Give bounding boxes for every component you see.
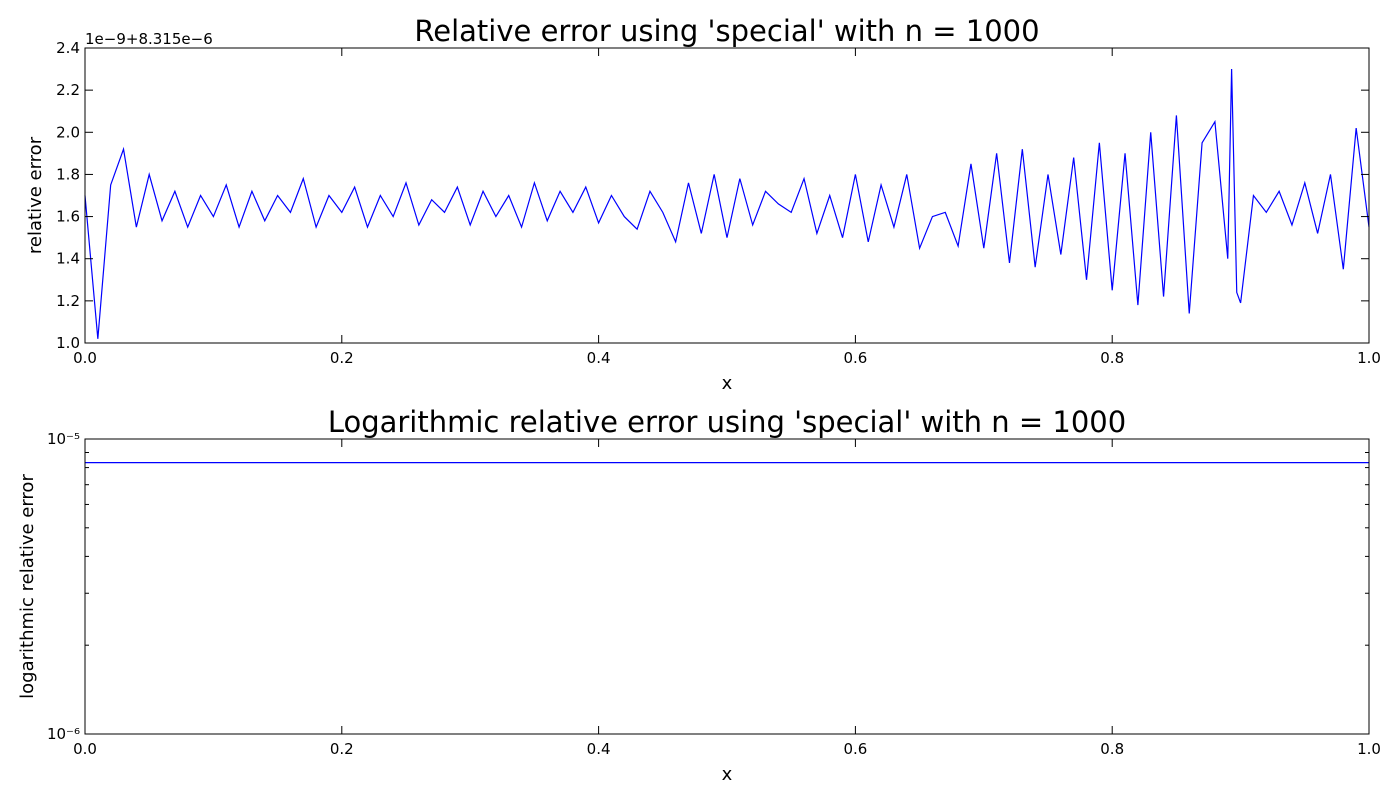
x-tick-label: 1.0 bbox=[1357, 349, 1381, 367]
y-tick-label: 1.0 bbox=[56, 334, 80, 352]
axes-frame bbox=[84, 47, 1370, 344]
x-tick-label: 0.2 bbox=[330, 740, 354, 758]
y-tick-label: 10⁻⁶ bbox=[47, 725, 80, 743]
x-axis-label: x bbox=[722, 373, 733, 394]
x-axis-label: x bbox=[722, 764, 733, 785]
x-tick-label: 0.4 bbox=[587, 740, 611, 758]
chart-title: Relative error using 'special' with n = … bbox=[414, 14, 1039, 48]
y-tick-label: 1.2 bbox=[56, 292, 80, 310]
x-tick-label: 0.0 bbox=[73, 349, 97, 367]
y-tick-label: 1.8 bbox=[56, 165, 80, 183]
x-tick-label: 1.0 bbox=[1357, 740, 1381, 758]
y-tick-label: 2.4 bbox=[56, 39, 80, 57]
y-tick-label: 2.0 bbox=[56, 123, 80, 141]
x-tick-label: 0.6 bbox=[843, 740, 867, 758]
chart-title: Logarithmic relative error using 'specia… bbox=[328, 405, 1126, 439]
y-axis-label: logarithmic relative error bbox=[17, 474, 38, 699]
x-tick-label: 0.8 bbox=[1100, 740, 1124, 758]
y-tick-label: 1.4 bbox=[56, 250, 80, 268]
x-tick-label: 0.0 bbox=[73, 740, 97, 758]
y-axis-label: relative error bbox=[25, 136, 46, 254]
x-tick-label: 0.2 bbox=[330, 349, 354, 367]
y-tick-label: 1.6 bbox=[56, 208, 80, 226]
data-line bbox=[84, 69, 1370, 339]
x-tick-label: 0.4 bbox=[587, 349, 611, 367]
x-tick-label: 0.6 bbox=[843, 349, 867, 367]
axes-frame bbox=[84, 438, 1370, 735]
y-tick-label: 10⁻⁵ bbox=[47, 430, 80, 448]
offset-text: 1e−9+8.315e−6 bbox=[85, 30, 213, 48]
y-tick-label: 2.2 bbox=[56, 81, 80, 99]
x-tick-label: 0.8 bbox=[1100, 349, 1124, 367]
